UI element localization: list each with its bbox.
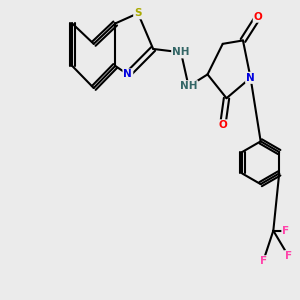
Text: N: N: [246, 73, 255, 83]
Text: O: O: [254, 12, 262, 22]
Text: NH: NH: [180, 81, 197, 91]
Text: O: O: [218, 120, 227, 130]
Text: S: S: [134, 8, 142, 18]
Text: F: F: [260, 256, 267, 266]
Text: H: H: [185, 82, 192, 91]
Text: NH: NH: [172, 47, 190, 57]
Text: H: H: [177, 48, 185, 57]
Text: F: F: [285, 251, 292, 261]
Text: F: F: [282, 226, 290, 236]
Text: N: N: [124, 69, 132, 80]
